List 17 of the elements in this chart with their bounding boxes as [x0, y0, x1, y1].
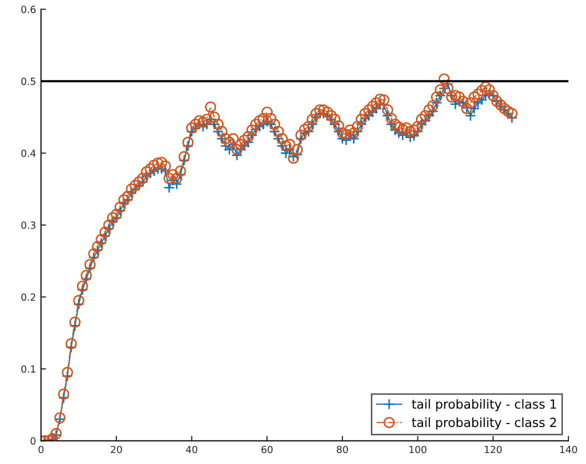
legend-label: tail probability - class 1 — [412, 399, 556, 412]
x-tick-label: 0 — [38, 446, 44, 454]
y-tick-label: 0.5 — [21, 78, 36, 86]
y-tick-label: 0.2 — [21, 293, 36, 301]
y-tick-label: 0.6 — [21, 6, 36, 14]
x-tick-label: 40 — [186, 446, 198, 454]
x-tick-label: 100 — [410, 446, 426, 454]
y-tick-label: 0.1 — [21, 365, 36, 373]
y-tick-label: 0.3 — [21, 222, 36, 229]
y-tick-label: 0.4 — [21, 150, 36, 157]
legend-label: tail probability - class 2 — [412, 417, 556, 430]
y-tick-label: 0 — [30, 437, 36, 445]
x-tick-label: 60 — [262, 446, 273, 454]
x-tick-label: 140 — [560, 446, 578, 454]
x-tick-label: 120 — [484, 446, 502, 454]
x-tick-label: 80 — [336, 446, 348, 454]
x-tick-label: 20 — [110, 446, 122, 454]
